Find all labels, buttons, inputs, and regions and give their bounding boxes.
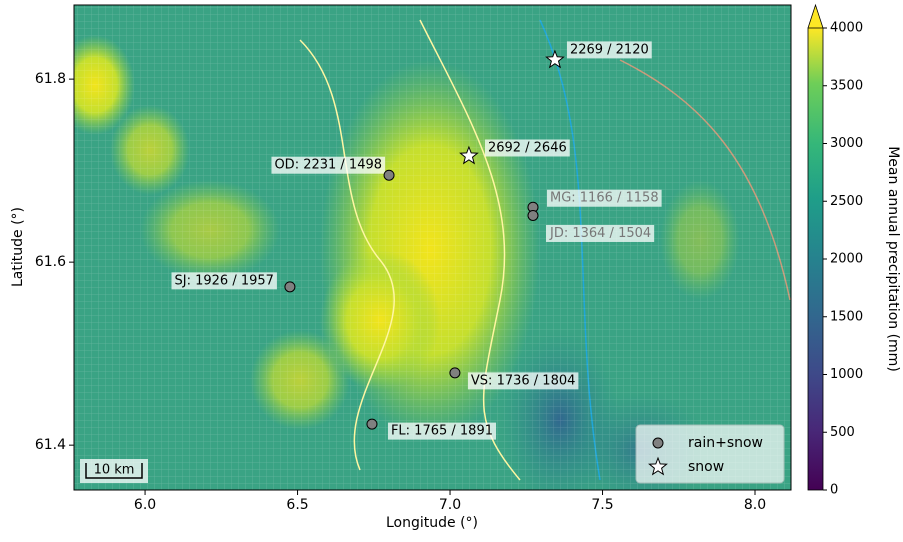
station-label-text: VS: 1736 / 1804 [471,373,575,388]
colorbar-tick-label: 4000 [830,21,863,36]
station-label: 2269 / 2120 [566,41,652,59]
colorbar-tick-label: 1500 [830,309,863,324]
scalebar-label: 10 km [94,463,135,478]
x-tick-label: 8.0 [744,497,766,513]
colorbar-tick-label: 2500 [830,194,863,209]
x-tick-label: 7.0 [439,497,461,513]
station-label: SJ: 1926 / 1957 [171,272,277,290]
colorbar-tick-label: 1000 [830,367,863,382]
legend [635,424,785,484]
station-marker [284,281,296,293]
colorbar-tick-label: 3000 [830,136,863,151]
station-label-text: JD: 1364 / 1504 [549,226,651,241]
colorbar-tick-label: 500 [830,425,855,440]
x-tick-label: 6.0 [134,497,156,513]
station-label: JD: 1364 / 1504 [545,224,655,242]
station-marker [449,367,461,379]
station-marker [459,145,479,165]
x-tick-label: 7.5 [591,497,613,513]
station-label: OD: 2231 / 1498 [271,156,386,174]
label-box [545,224,655,242]
label-box [271,156,386,174]
y-axis-label: Latitude (°) [10,207,26,287]
legend-label: rain+snow [688,435,763,451]
colorbar-tick-label: 2000 [830,252,863,267]
label-box [467,372,579,390]
label-box [171,272,277,290]
plot-frame [73,4,792,491]
station-label: 2692 / 2646 [484,139,570,157]
label-box [484,139,570,157]
station-label: MG: 1166 / 1158 [546,189,662,207]
y-tick-label: 61.8 [35,71,66,87]
x-tick-label: 6.5 [286,497,308,513]
station-label-text: MG: 1166 / 1158 [550,191,659,206]
station-label-text: OD: 2231 / 1498 [274,158,382,173]
y-tick-label: 61.6 [35,254,66,270]
label-box [566,41,652,59]
label-box [387,422,497,440]
colorbar-label: Mean annual precipitation (mm) [885,146,901,372]
label-box [546,189,662,207]
station-label-text: 2269 / 2120 [570,42,649,57]
legend-label: snow [688,459,724,475]
station-marker [366,418,378,430]
station-label-text: SJ: 1926 / 1957 [175,273,274,288]
station-marker [527,209,539,221]
scalebar: 10 km [80,459,148,483]
precip-field [74,5,791,490]
y-tick-label: 61.4 [35,437,66,453]
station-label-text: 2692 / 2646 [488,140,567,155]
legend-marker [648,456,668,476]
legend-marker [652,437,664,449]
station-marker [545,49,565,69]
colorbar-extend [807,3,824,29]
station-label: VS: 1736 / 1804 [467,372,579,390]
x-axis-label: Longitude (°) [386,515,478,531]
station-label-text: FL: 1765 / 1891 [391,424,493,439]
colorbar-tick-label: 3500 [830,78,863,93]
colorbar [808,28,823,490]
station-label: FL: 1765 / 1891 [387,422,497,440]
colorbar-tick-label: 0 [830,483,838,498]
station-marker [383,169,395,181]
